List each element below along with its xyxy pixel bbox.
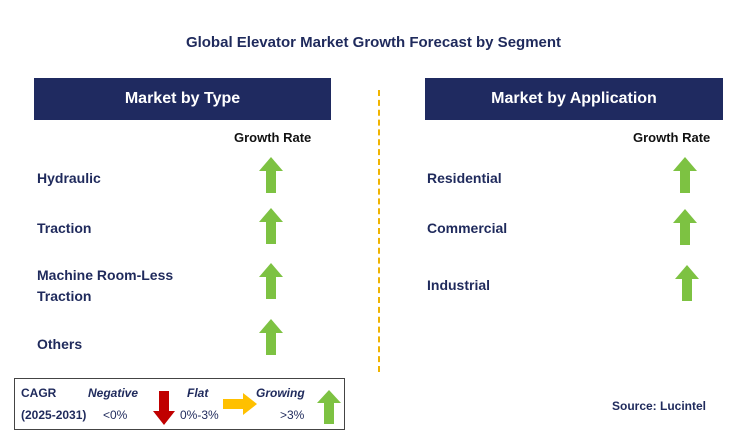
- down-arrow-icon: [153, 391, 175, 425]
- up-arrow-icon: [259, 208, 283, 244]
- type-row-others-label: Others: [37, 336, 83, 352]
- application-panel-header: Market by Application: [425, 78, 723, 120]
- application-row-residential-label: Residential: [427, 170, 502, 186]
- up-arrow-icon: [675, 265, 699, 301]
- type-row-mrl-label-line2: Traction: [37, 288, 92, 304]
- up-arrow-icon: [317, 390, 341, 424]
- legend-box: CAGR (2025-2031) Negative <0% Flat 0%-3%…: [14, 378, 345, 430]
- page-title: Global Elevator Market Growth Forecast b…: [185, 34, 562, 51]
- application-row-industrial-label: Industrial: [427, 277, 491, 293]
- up-arrow-icon: [259, 157, 283, 193]
- up-arrow-icon: [673, 209, 697, 245]
- legend-period: (2025-2031): [21, 408, 87, 422]
- application-growth-rate-heading: Growth Rate: [633, 130, 711, 145]
- up-arrow-icon: [259, 319, 283, 355]
- legend-cagr-label: CAGR: [21, 386, 57, 400]
- up-arrow-icon: [259, 263, 283, 299]
- panel-divider: [378, 90, 380, 372]
- legend-negative-label: Negative: [88, 386, 139, 400]
- type-growth-rate-heading: Growth Rate: [234, 130, 312, 145]
- up-arrow-icon: [673, 157, 697, 193]
- type-row-hydraulic-label: Hydraulic: [37, 170, 101, 186]
- type-panel-header: Market by Type: [34, 78, 331, 120]
- legend-flat-range: 0%-3%: [180, 408, 219, 422]
- legend-flat-label: Flat: [187, 386, 209, 400]
- application-row-commercial-label: Commercial: [427, 220, 508, 236]
- type-row-mrl-label-line1: Machine Room-Less: [37, 267, 174, 283]
- type-row-traction-label: Traction: [37, 220, 92, 236]
- legend-growing-label: Growing: [256, 386, 305, 400]
- legend-negative-range: <0%: [103, 408, 128, 422]
- right-arrow-icon: [223, 393, 257, 415]
- legend-growing-range: >3%: [280, 408, 305, 422]
- source-note: Source: Lucintel: [612, 399, 707, 413]
